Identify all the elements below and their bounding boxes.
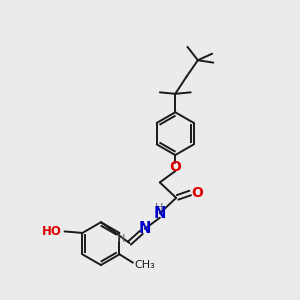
Text: CH₃: CH₃ bbox=[134, 260, 155, 270]
Text: O: O bbox=[191, 185, 203, 200]
Text: H: H bbox=[117, 235, 125, 244]
Text: N: N bbox=[154, 206, 166, 221]
Text: H: H bbox=[155, 203, 163, 213]
Text: HO: HO bbox=[42, 225, 62, 238]
Text: N: N bbox=[139, 221, 151, 236]
Text: O: O bbox=[169, 160, 181, 174]
